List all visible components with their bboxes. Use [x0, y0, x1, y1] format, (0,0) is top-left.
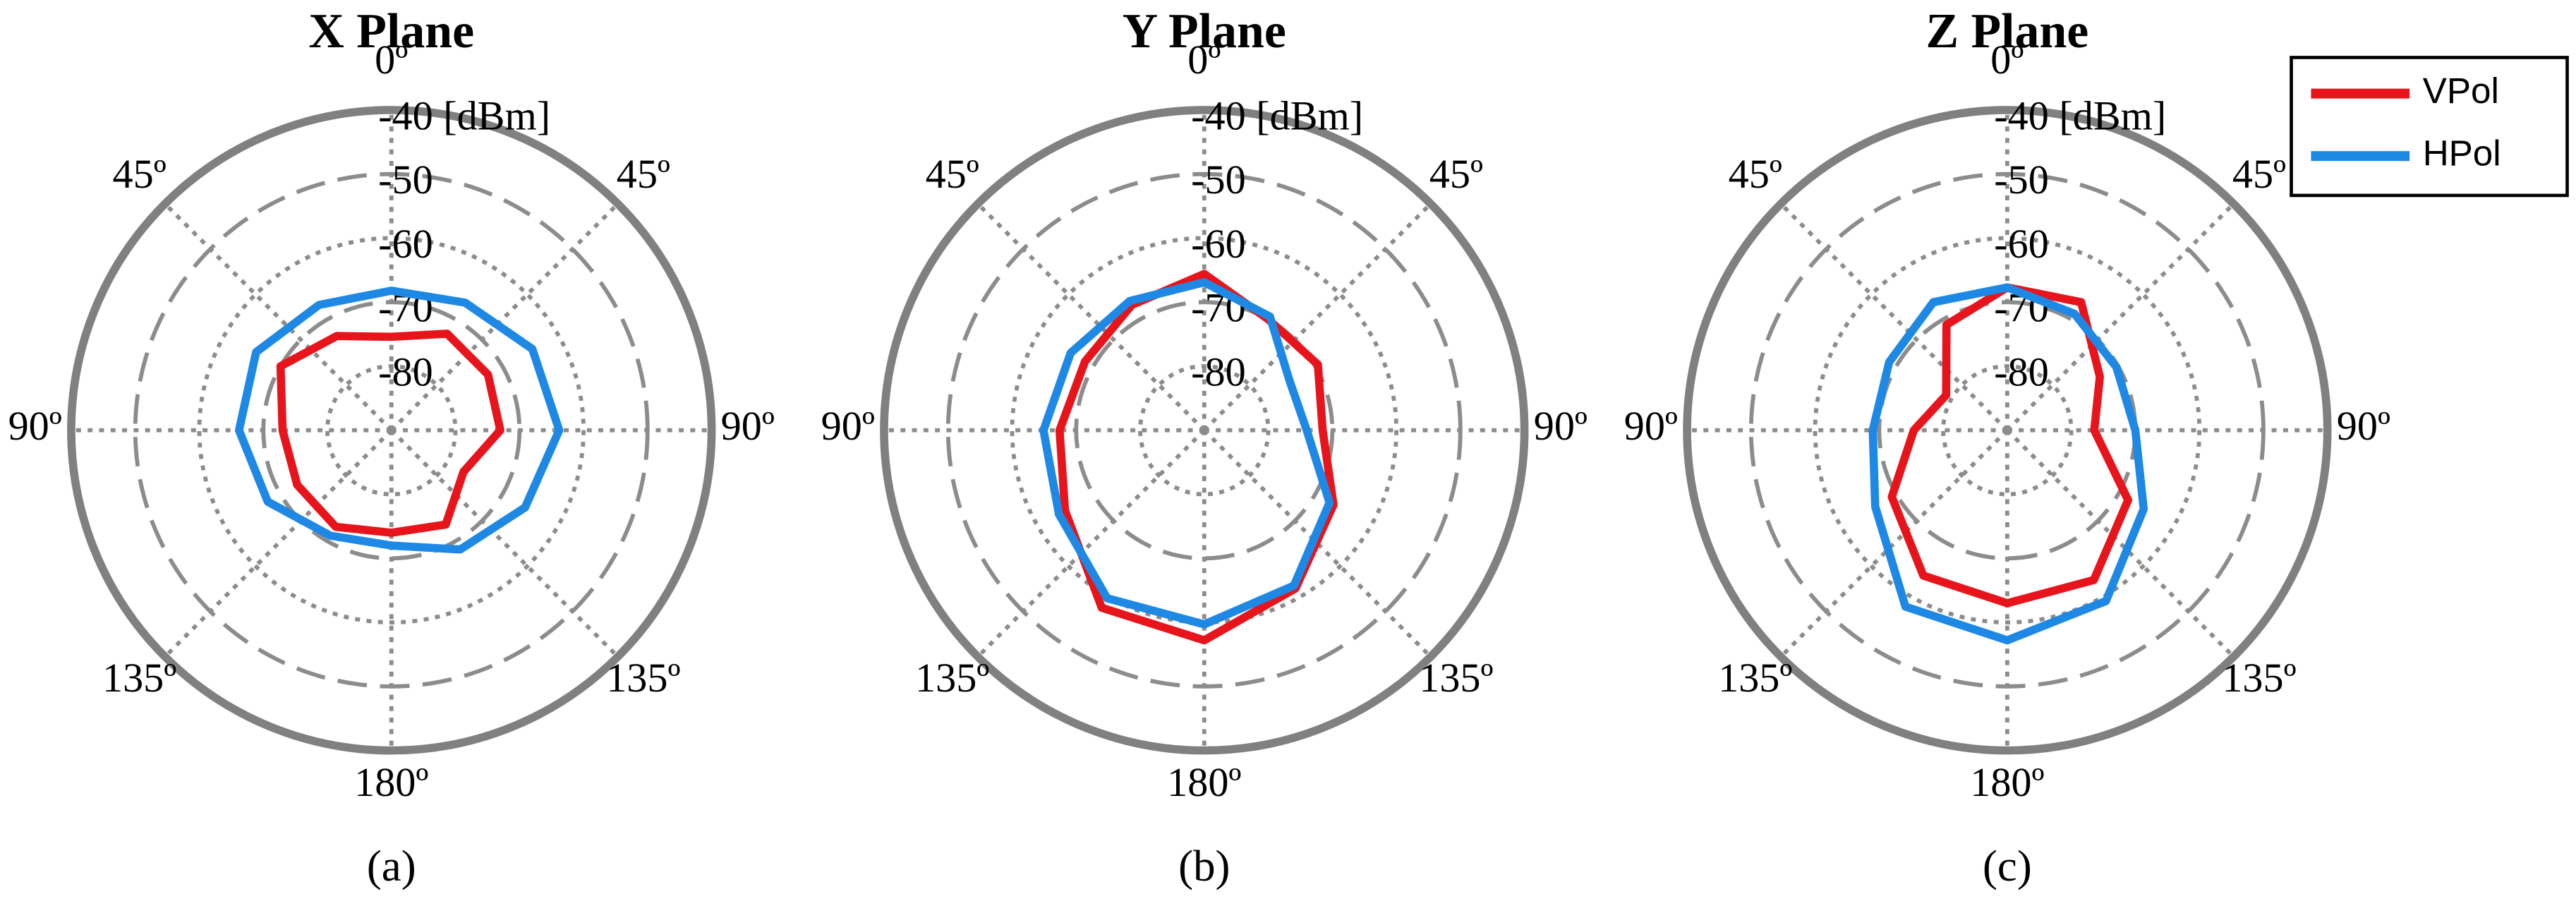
theta-tick-label: 135º	[1419, 655, 1493, 701]
series-line	[1868, 283, 2148, 645]
series-line	[1039, 278, 1334, 629]
series-line	[1055, 270, 1338, 645]
caption: (c)	[1983, 841, 2032, 890]
r-tick-label: -60	[378, 221, 433, 267]
spoke	[1202, 202, 1432, 432]
r-tick-label: -50	[1994, 157, 2049, 203]
spoke	[976, 428, 1206, 658]
grid-ring	[197, 236, 586, 624]
legend-box	[2290, 56, 2569, 198]
outer-ring	[67, 106, 716, 755]
chart-title: Z Plane	[1925, 4, 2088, 59]
outer-ring	[1683, 106, 2332, 755]
legend-label: HPol	[2423, 133, 2501, 174]
r-tick-label: -40 [dBm]	[1191, 92, 1363, 138]
theta-tick-label: 90º	[1534, 403, 1588, 449]
caption: (a)	[367, 841, 416, 890]
chart-title: X Plane	[308, 4, 474, 59]
grid-ring	[1941, 364, 2074, 497]
grid-ring	[325, 364, 458, 497]
theta-tick-label: 180º	[1167, 759, 1241, 805]
spoke	[1779, 202, 2009, 432]
theta-tick-label: 90º	[821, 403, 875, 449]
series-line	[234, 286, 564, 554]
polar-chart: Y Plane (b) 0º 45º 90º 135º 180º 135º 90º 45º -40 …	[821, 4, 1588, 890]
spoke	[976, 202, 1206, 432]
theta-tick-label: 45º	[1429, 151, 1483, 197]
theta-tick-label: 90º	[1624, 403, 1678, 449]
grid-ring	[1138, 364, 1271, 497]
r-tick-label: -80	[1994, 349, 2049, 394]
theta-tick-label: 135º	[606, 655, 680, 701]
spoke	[2005, 202, 2235, 432]
theta-tick-label: 0º	[1187, 37, 1221, 83]
theta-tick-label: 135º	[102, 655, 176, 701]
spoke	[389, 202, 619, 432]
spoke	[2005, 428, 2235, 658]
spoke	[1779, 428, 2009, 658]
caption: (b)	[1178, 841, 1230, 890]
r-tick-label: -80	[378, 349, 433, 394]
series-line	[1887, 283, 2133, 608]
r-tick-label: -50	[1191, 157, 1246, 203]
r-tick-label: -60	[1994, 221, 2049, 267]
theta-tick-label: 90º	[2337, 403, 2390, 449]
theta-tick-label: 135º	[1718, 655, 1792, 701]
chart-title: Y Plane	[1123, 4, 1286, 59]
outer-ring	[880, 106, 1529, 755]
theta-tick-label: 135º	[915, 655, 989, 701]
theta-tick-label: 45º	[926, 151, 979, 197]
r-tick-label: -60	[1191, 221, 1246, 267]
r-tick-label: -50	[378, 157, 433, 203]
spoke	[163, 202, 393, 432]
spoke	[1202, 428, 1432, 658]
grid-ring	[1813, 236, 2202, 624]
r-tick-label: -40 [dBm]	[1994, 92, 2166, 138]
theta-tick-label: 45º	[1729, 151, 1782, 197]
series-line	[276, 330, 504, 537]
theta-tick-label: 90º	[8, 403, 62, 449]
theta-tick-label: 45º	[113, 151, 167, 197]
spoke	[389, 428, 619, 658]
theta-tick-label: 180º	[354, 759, 428, 805]
theta-tick-label: 0º	[1990, 37, 2024, 83]
theta-tick-label: 90º	[721, 403, 775, 449]
theta-tick-label: 180º	[1970, 759, 2044, 805]
theta-tick-label: 0º	[375, 37, 408, 83]
theta-tick-label: 45º	[617, 151, 670, 197]
r-tick-label: -40 [dBm]	[378, 92, 550, 138]
polar-chart: X Plane (a) 0º 45º 90º 135º 180º 135º 90º 45º -40 …	[8, 4, 775, 890]
legend-label: VPol	[2423, 71, 2499, 111]
r-tick-label: -80	[1191, 349, 1246, 394]
theta-tick-label: 135º	[2222, 655, 2296, 701]
theta-tick-label: 45º	[2232, 151, 2286, 197]
spoke	[163, 428, 393, 658]
polar-chart: Z Plane (c) 0º 45º 90º 135º 180º 135º 90º 45º -40 …	[1624, 4, 2569, 890]
